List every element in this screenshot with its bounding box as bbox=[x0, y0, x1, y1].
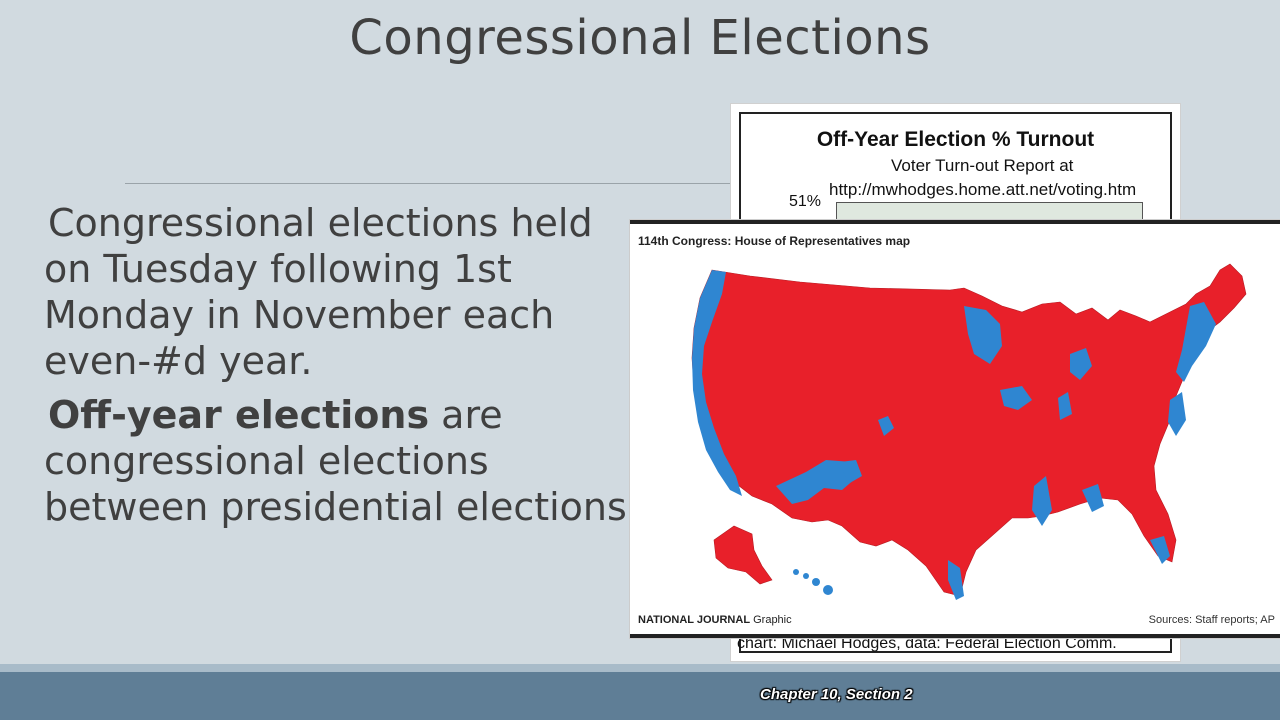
map-top-bar bbox=[630, 220, 1280, 224]
map-dem-pacific-coast bbox=[692, 270, 742, 496]
map-dem-southwest bbox=[776, 460, 856, 504]
map-hawaii-3 bbox=[812, 578, 820, 586]
map-bottom-bar bbox=[630, 634, 1280, 638]
footer-bar: Chapter 10, Section 2 bbox=[0, 664, 1280, 720]
map-brand: NATIONAL JOURNAL Graphic bbox=[638, 614, 792, 626]
map-dem-midatlantic bbox=[1168, 392, 1186, 436]
map-contiguous-us bbox=[691, 263, 1247, 597]
turnout-chart-y-tick: 51% bbox=[789, 193, 822, 210]
turnout-chart-credit: chart: Michael Hodges, data: Federal Ele… bbox=[737, 635, 1117, 652]
map-dem-colorado bbox=[878, 416, 894, 436]
off-year-definition: are congressional elections between pres… bbox=[44, 393, 639, 529]
house-map-image: 114th Congress: House of Representatives… bbox=[629, 219, 1280, 639]
map-dem-chicago bbox=[1058, 392, 1072, 420]
us-district-map bbox=[691, 263, 1247, 600]
map-alaska bbox=[713, 525, 773, 585]
map-hawaii-1 bbox=[793, 569, 799, 575]
map-sources: Sources: Staff reports; AP bbox=[1148, 614, 1275, 626]
map-brand-suffix: Graphic bbox=[750, 614, 792, 626]
map-dem-texas-border bbox=[948, 560, 964, 600]
turnout-chart-url: http://mwhodges.home.att.net/voting.htm bbox=[829, 180, 1137, 199]
turnout-chart-subtitle: Voter Turn-out Report at bbox=[891, 156, 1074, 175]
map-heading: 114th Congress: House of Representatives… bbox=[638, 234, 911, 248]
map-dem-south-a bbox=[1032, 476, 1052, 526]
map-dem-south-b bbox=[1082, 484, 1104, 512]
map-dem-florida bbox=[1150, 536, 1170, 564]
turnout-chart-title: Off-Year Election % Turnout bbox=[816, 128, 1095, 151]
off-year-term: Off-year elections bbox=[48, 393, 430, 437]
paragraph-off-year-elections: Off-year elections are congressional ele… bbox=[44, 392, 644, 530]
map-dem-northeast bbox=[1176, 302, 1216, 382]
slide-body: Congressional elections held on Tuesday … bbox=[44, 200, 644, 538]
title-divider bbox=[125, 183, 735, 184]
map-dem-minnesota bbox=[964, 306, 1002, 364]
slide-title: Congressional Elections bbox=[349, 10, 931, 66]
map-brand-name: NATIONAL JOURNAL bbox=[638, 614, 751, 626]
map-hawaii-4 bbox=[823, 585, 833, 595]
map-dem-new-mexico bbox=[840, 460, 862, 484]
paragraph-congressional-elections: Congressional elections held on Tuesday … bbox=[44, 201, 593, 383]
map-hawaii-2 bbox=[803, 573, 809, 579]
map-dem-iowa bbox=[1000, 386, 1032, 410]
map-dem-great-lakes bbox=[1070, 348, 1092, 380]
footer-chapter-label: Chapter 10, Section 2 bbox=[760, 686, 913, 703]
